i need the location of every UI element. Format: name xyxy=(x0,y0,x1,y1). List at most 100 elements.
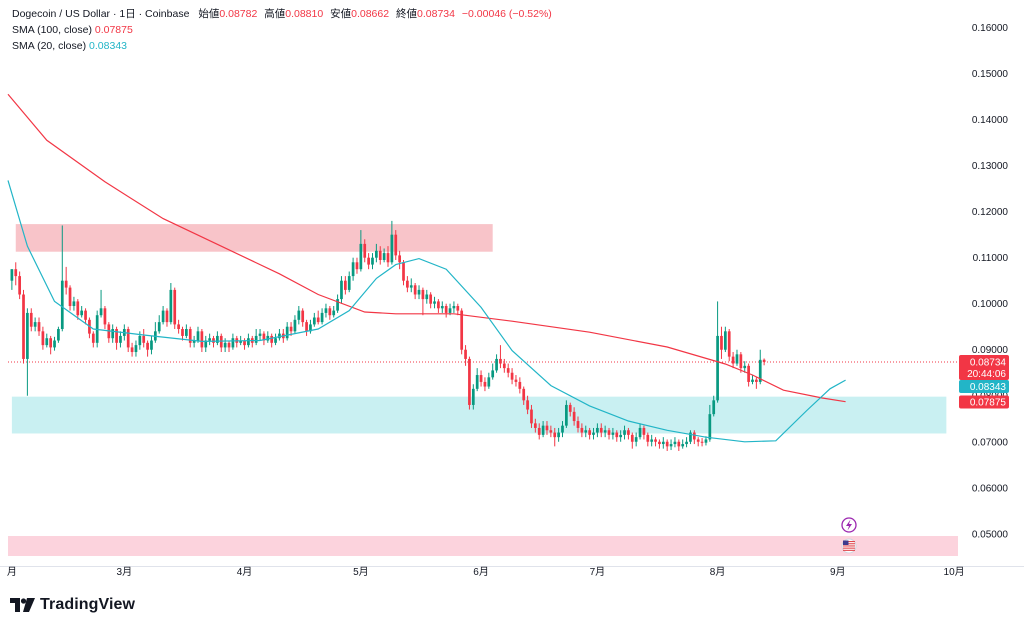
candle[interactable] xyxy=(316,310,320,325)
candle[interactable] xyxy=(584,425,588,438)
candle[interactable] xyxy=(464,345,467,366)
candle[interactable] xyxy=(642,425,646,440)
candle[interactable] xyxy=(553,427,557,447)
candle[interactable] xyxy=(57,326,60,343)
candle[interactable] xyxy=(41,326,45,350)
candle[interactable] xyxy=(371,253,374,270)
candle[interactable] xyxy=(107,322,111,343)
candle[interactable] xyxy=(378,246,382,265)
lightning-event-icon[interactable] xyxy=(841,517,857,533)
candle[interactable] xyxy=(359,230,363,272)
candle[interactable] xyxy=(557,427,560,442)
candle[interactable] xyxy=(565,400,568,428)
candle[interactable] xyxy=(751,375,754,385)
candle[interactable] xyxy=(421,287,425,316)
candle[interactable] xyxy=(336,294,339,313)
candle[interactable] xyxy=(499,345,502,369)
candle[interactable] xyxy=(10,269,14,290)
candle[interactable] xyxy=(363,239,367,263)
candle[interactable] xyxy=(568,402,572,417)
candle[interactable] xyxy=(406,276,409,293)
candle[interactable] xyxy=(561,421,564,438)
candle[interactable] xyxy=(630,432,634,449)
resistance-zone[interactable] xyxy=(15,224,493,252)
candle[interactable] xyxy=(22,289,25,364)
candle[interactable] xyxy=(592,427,595,440)
candle[interactable] xyxy=(665,439,669,451)
candle[interactable] xyxy=(510,368,514,385)
candle[interactable] xyxy=(84,308,87,325)
candle[interactable] xyxy=(456,303,460,316)
candle[interactable] xyxy=(398,250,401,270)
candle[interactable] xyxy=(437,299,440,313)
candle[interactable] xyxy=(99,289,103,318)
candle[interactable] xyxy=(324,303,328,318)
symbol-title[interactable]: Dogecoin / US Dollar · 1日 · Coinbase xyxy=(12,8,190,20)
candle[interactable] xyxy=(669,439,673,451)
candle[interactable] xyxy=(258,329,262,341)
candle[interactable] xyxy=(312,312,316,327)
candle[interactable] xyxy=(181,326,184,341)
candle[interactable] xyxy=(727,329,731,362)
candle[interactable] xyxy=(142,329,146,348)
candle[interactable] xyxy=(433,296,436,309)
candle[interactable] xyxy=(390,220,394,265)
candle[interactable] xyxy=(634,432,638,447)
candle[interactable] xyxy=(88,317,91,339)
candle[interactable] xyxy=(483,377,487,392)
candle[interactable] xyxy=(596,423,599,438)
candle[interactable] xyxy=(692,430,696,445)
candle[interactable] xyxy=(351,257,355,281)
candle[interactable] xyxy=(700,438,704,447)
candle[interactable] xyxy=(146,340,149,357)
candle[interactable] xyxy=(580,423,584,438)
candle[interactable] xyxy=(45,333,49,348)
candle[interactable] xyxy=(696,437,700,447)
candle[interactable] xyxy=(607,427,611,440)
candle[interactable] xyxy=(150,335,153,355)
candle[interactable] xyxy=(126,326,130,353)
candle[interactable] xyxy=(18,271,21,300)
candle[interactable] xyxy=(723,326,727,353)
candle[interactable] xyxy=(689,430,692,445)
candle[interactable] xyxy=(76,299,80,320)
candle[interactable] xyxy=(545,421,549,435)
candle[interactable] xyxy=(413,283,417,300)
candle[interactable] xyxy=(518,377,522,394)
candle[interactable] xyxy=(200,329,204,353)
candle[interactable] xyxy=(440,301,444,313)
candle[interactable] xyxy=(541,421,545,438)
candle[interactable] xyxy=(650,434,654,447)
candle[interactable] xyxy=(495,354,498,373)
candle[interactable] xyxy=(309,319,312,334)
candle[interactable] xyxy=(153,322,157,343)
candle[interactable] xyxy=(409,278,413,293)
candle[interactable] xyxy=(328,306,332,320)
candle[interactable] xyxy=(165,308,169,327)
candle[interactable] xyxy=(227,340,231,353)
candle[interactable] xyxy=(731,352,735,369)
candle[interactable] xyxy=(188,326,192,348)
candle[interactable] xyxy=(293,315,297,334)
sma20-label[interactable]: SMA (20, close) xyxy=(12,40,87,52)
candle[interactable] xyxy=(196,326,200,343)
candle[interactable] xyxy=(681,439,685,449)
time-axis[interactable]: 月 3月 4月 5月 6月 7月 8月 9月 10月 xyxy=(0,566,1024,578)
price-axis[interactable]: 0.16000 0.15000 0.14000 0.13000 0.12000 0.110… xyxy=(958,0,1024,566)
candle[interactable] xyxy=(623,425,626,440)
candle[interactable] xyxy=(615,430,619,442)
candle[interactable] xyxy=(627,427,630,440)
candle[interactable] xyxy=(161,306,165,325)
candle[interactable] xyxy=(29,308,33,332)
candle[interactable] xyxy=(479,370,483,387)
candle[interactable] xyxy=(64,266,68,295)
candle[interactable] xyxy=(599,423,603,438)
symbol-legend-row[interactable]: Dogecoin / US Dollar · 1日 · Coinbase 始値0… xyxy=(12,6,552,22)
candle[interactable] xyxy=(720,326,723,359)
candle[interactable] xyxy=(658,439,661,449)
candle[interactable] xyxy=(522,386,526,405)
candle[interactable] xyxy=(417,285,421,300)
candle[interactable] xyxy=(115,326,118,350)
candle[interactable] xyxy=(250,335,254,348)
candle[interactable] xyxy=(502,358,506,373)
